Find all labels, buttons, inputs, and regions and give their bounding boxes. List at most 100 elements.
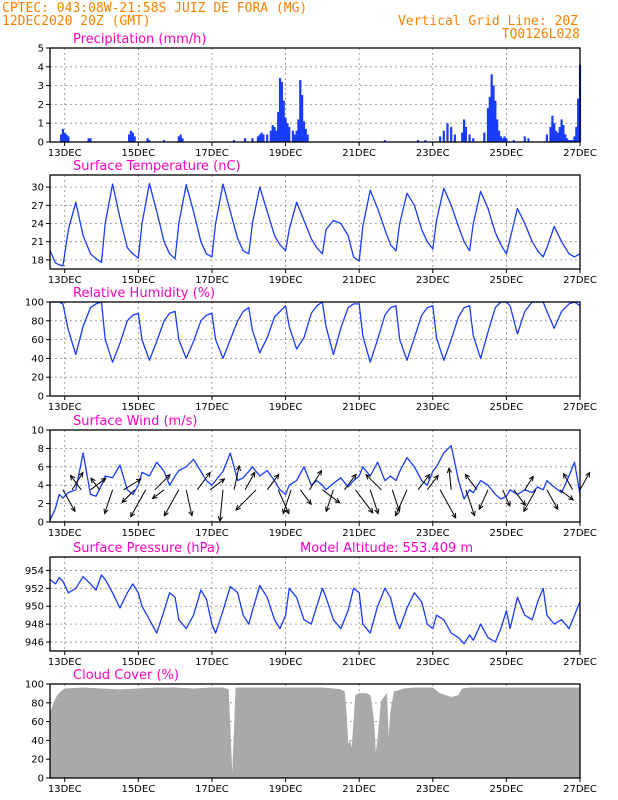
wind-vector xyxy=(365,473,382,491)
wind-xtick-label: 17DEC xyxy=(195,528,229,539)
temperature-ytick-label: 21 xyxy=(31,237,44,248)
wind-vector-head xyxy=(316,469,323,476)
precip-bar xyxy=(179,134,182,142)
humidity-ytick-label: 20 xyxy=(31,373,44,384)
wind-vector xyxy=(209,478,226,491)
precip-bar xyxy=(271,125,274,142)
precip-bar xyxy=(501,138,504,142)
wind-ytick-label: 2 xyxy=(38,499,44,510)
wind-vector-head xyxy=(130,511,136,518)
wind-vector-shaft xyxy=(154,474,171,491)
cloud_cover-xtick-label: 27DEC xyxy=(563,784,597,795)
wind-vector-shaft xyxy=(90,477,107,491)
temperature-xtick-label: 27DEC xyxy=(563,275,597,286)
wind-vector-head xyxy=(284,508,290,515)
precip-bar xyxy=(260,132,263,142)
precip-bar xyxy=(523,136,526,142)
wind-vector xyxy=(524,475,534,491)
precip-bar xyxy=(262,134,265,142)
temperature-ytick-label: 24 xyxy=(31,219,44,230)
temperature-title: Surface Temperature (nC) xyxy=(73,159,241,174)
precipitation-xtick-label: 15DEC xyxy=(121,148,155,159)
precip-bar xyxy=(453,134,456,142)
wind-vector-shaft xyxy=(369,489,379,514)
pressure-xtick-label: 21DEC xyxy=(342,657,376,668)
wind-vector-shaft xyxy=(62,489,76,512)
pressure-frame xyxy=(49,556,581,652)
precip-bar xyxy=(562,125,565,142)
precip-bar xyxy=(564,134,567,142)
cloud_cover-xtick-label: 23DEC xyxy=(416,784,450,795)
precip-bar xyxy=(442,130,445,142)
wind-vector-head xyxy=(205,471,211,478)
humidity-ytick-label: 80 xyxy=(31,316,44,327)
precip-bar xyxy=(512,140,515,142)
wind-vector-shaft xyxy=(209,478,225,491)
wind-vector-head xyxy=(217,516,223,523)
precip-bar xyxy=(549,126,552,142)
wind-vector xyxy=(309,469,323,491)
precip-bar xyxy=(560,119,563,142)
wind-vector-head xyxy=(446,467,453,474)
wind-vector-head xyxy=(103,508,109,515)
precip-bar xyxy=(569,140,572,142)
precip-bar xyxy=(266,134,269,142)
wind-vector-head xyxy=(219,478,226,484)
wind-vector xyxy=(355,489,374,514)
precipitation-ytick-label: 2 xyxy=(38,100,44,111)
wind-vector-shaft xyxy=(163,489,180,516)
wind-vector-head xyxy=(250,471,256,478)
wind-ytick-label: 6 xyxy=(38,462,44,473)
cloud_cover-ytick-label: 0 xyxy=(38,774,44,785)
humidity-xtick-label: 25DEC xyxy=(490,402,524,413)
temperature-xtick-label: 23DEC xyxy=(416,275,450,286)
humidity-xtick-label: 15DEC xyxy=(121,402,155,413)
temperature-xtick-label: 21DEC xyxy=(342,275,376,286)
precip-bar xyxy=(575,126,578,142)
cloud_cover-ytick-label: 60 xyxy=(31,717,44,728)
precip-bar xyxy=(566,138,569,142)
temperature-ytick-label: 27 xyxy=(31,201,44,212)
precip-bar xyxy=(269,130,272,142)
wind-vector-head xyxy=(188,510,194,517)
wind-vector-shaft xyxy=(244,472,256,491)
wind-vector-head xyxy=(151,493,158,500)
wind-vector-shaft xyxy=(524,476,534,491)
precip-bar xyxy=(468,134,471,142)
wind-panel: 13DEC 15DEC 17DEC 19DEC 21DEC 23DEC 25DEC 27DEC… xyxy=(31,414,597,539)
wind-vector-shaft xyxy=(502,489,511,507)
precipitation-ytick-label: 0 xyxy=(38,138,44,149)
humidity-xtick-label: 13DEC xyxy=(48,402,82,413)
wind-vector-head xyxy=(235,464,241,472)
wind-vector-head xyxy=(334,498,341,504)
wind-vector-head xyxy=(553,504,559,511)
wind-vector xyxy=(579,471,591,491)
cloud_cover-xtick-label: 17DEC xyxy=(195,784,229,795)
wind-vector xyxy=(121,489,136,504)
humidity-xtick-label: 21DEC xyxy=(342,402,376,413)
cloud_cover-xtick-label: 25DEC xyxy=(490,784,524,795)
precip-bar xyxy=(446,123,449,142)
precip-bar xyxy=(286,123,289,142)
precip-bar xyxy=(527,138,530,142)
wind-vector xyxy=(71,471,84,491)
precipitation-xtick-label: 21DEC xyxy=(342,148,376,159)
wind-xtick-label: 13DEC xyxy=(48,528,82,539)
pressure-xtick-label: 13DEC xyxy=(48,657,82,668)
wind-vector xyxy=(130,489,147,518)
cloud_cover-xtick-label: 21DEC xyxy=(342,784,376,795)
wind-vector xyxy=(277,489,290,515)
precip-bar xyxy=(181,138,184,142)
precipitation-xtick-label: 25DEC xyxy=(490,148,524,159)
precip-bar xyxy=(558,126,561,142)
wind-vector-shaft xyxy=(426,475,439,491)
wind-vector-shaft xyxy=(465,489,475,516)
wind-vector-shaft xyxy=(391,489,400,512)
precip-bar xyxy=(439,136,442,142)
precip-bar xyxy=(291,130,295,142)
wind-vector-shaft xyxy=(563,473,574,491)
temperature-ytick-label: 18 xyxy=(31,255,44,266)
precip-bar xyxy=(299,79,302,142)
precip-bar xyxy=(280,81,283,142)
